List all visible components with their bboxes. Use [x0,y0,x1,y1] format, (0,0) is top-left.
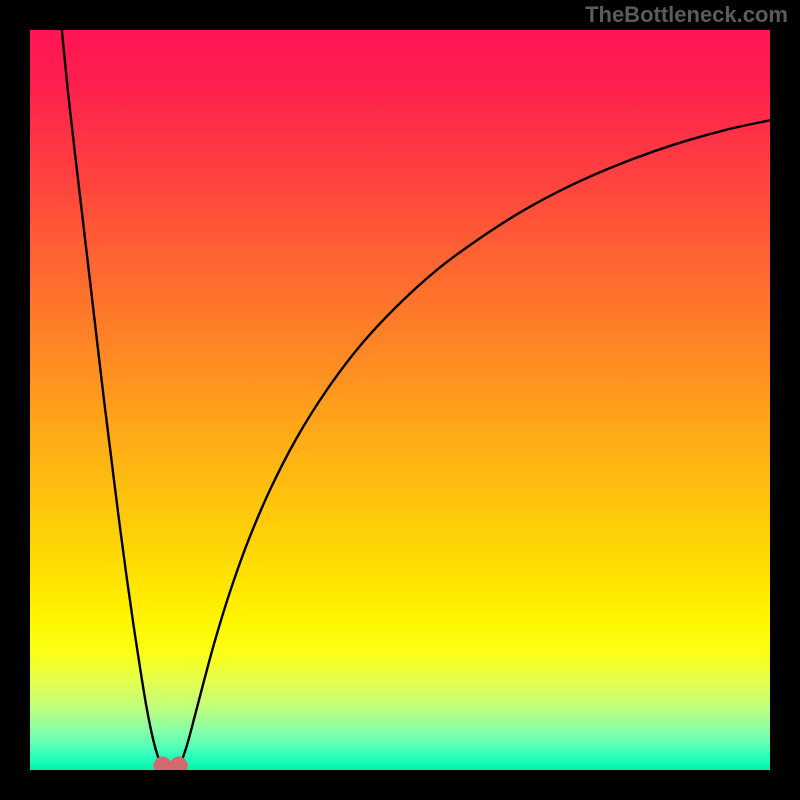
watermark-text: TheBottleneck.com [585,2,788,28]
plot-area [30,30,770,770]
chart-svg [30,30,770,770]
chart-container: TheBottleneck.com [0,0,800,800]
gradient-background [30,30,770,770]
